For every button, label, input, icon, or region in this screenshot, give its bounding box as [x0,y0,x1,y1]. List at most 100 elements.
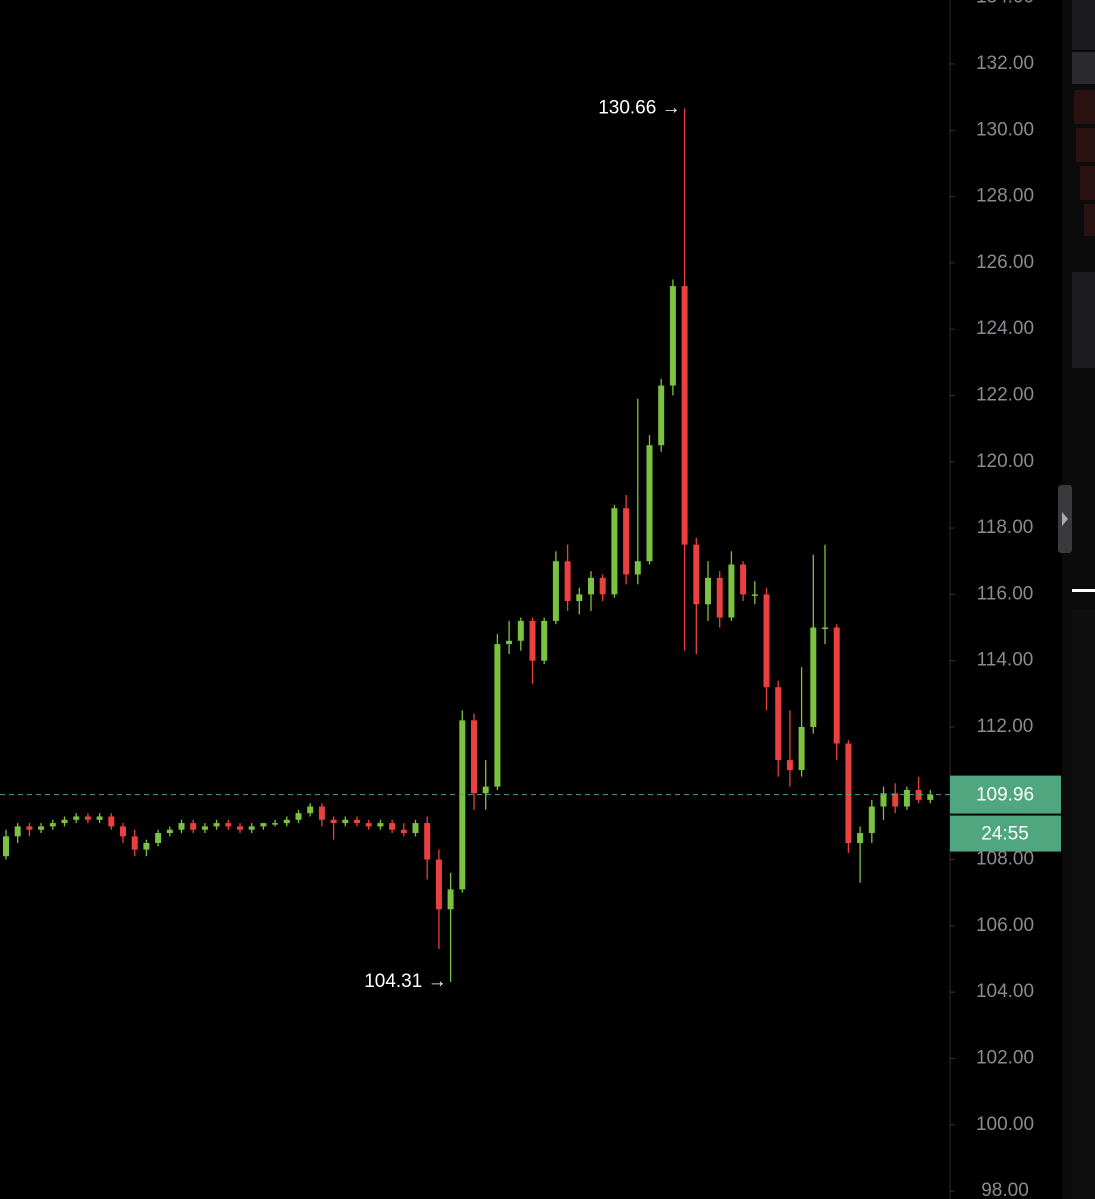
candle-body [248,826,255,830]
candle-body [49,823,56,827]
candle-body [318,806,325,820]
candle-body [307,806,314,814]
candle-body [272,823,279,825]
candle-body [798,726,805,771]
candle-body [529,620,536,661]
candle-body [541,620,548,661]
y-tick-label: 134.00 [976,0,1034,8]
sidebar-panel [1072,52,1095,84]
candle-body [120,826,126,837]
candle-body [506,640,513,645]
y-tick-label: 132.00 [976,53,1034,74]
candle-body [751,594,758,596]
candle-body [857,833,864,843]
y-tick-label: 114.00 [977,650,1034,671]
last-price-box [950,775,1061,814]
candle-body [728,564,735,618]
candle-body [354,819,360,824]
candle-body [482,786,489,794]
last-price-label: 109.96 [976,785,1034,806]
candle-body [763,594,770,688]
candle-body [471,720,477,794]
candle-body [927,794,934,800]
candle-body [845,743,852,843]
candle-body [611,508,618,595]
candle-body [389,823,396,830]
sidebar-cell [1076,128,1095,162]
candle-body [84,816,91,820]
countdown: 24:55 [981,824,1029,845]
candle-body [330,819,337,824]
y-tick-label: 128.00 [976,186,1034,207]
low-marker: 104.31 → [364,971,446,992]
candle-body [517,620,524,641]
y-tick-label: 122.00 [976,384,1034,405]
sidebar-panel [1072,272,1095,368]
candle-body [552,561,559,621]
sidebar-cell [1074,90,1095,124]
sidebar-marker [1072,589,1095,592]
candle-body [38,826,45,830]
candle-body [903,789,910,807]
candle-body [108,816,115,827]
candle-body [775,687,782,761]
y-tick-label: 124.00 [976,318,1034,339]
candle-body [155,833,162,843]
candle-body [225,823,232,827]
candle-body [377,823,384,827]
sidebar-panel [1072,0,1095,50]
y-tick-label: 116.00 [977,583,1034,604]
candle-body [96,816,103,820]
candle-body [459,720,466,890]
candle-body [143,842,150,850]
candle-body [424,823,431,860]
y-tick-label: 108.00 [976,849,1034,870]
sidebar-panel [1072,610,1095,1199]
candle-body [681,286,688,545]
y-tick-label: 130.00 [976,119,1034,140]
candle-body [190,823,197,830]
y-tick-label: 100.00 [976,1114,1034,1135]
y-tick-label: 102.00 [976,1047,1034,1068]
candle-body [260,823,267,827]
candle-body [786,760,793,771]
candle-body [880,793,887,807]
candle-body [892,793,899,807]
candle-body [740,564,747,595]
candle-body [588,577,594,595]
y-tick-label: 118.00 [977,517,1034,538]
candle-body [494,644,501,787]
candle-body [26,826,33,830]
collapse-arrow [1062,512,1068,526]
candle-body [576,594,583,601]
candle-body [646,445,653,562]
candle-body [810,627,817,727]
candle-body [201,826,208,830]
y-tick-label: 126.00 [976,252,1034,273]
candle-body [716,577,723,618]
candle-body [564,561,571,601]
candle-body [61,819,68,824]
candle-body [693,544,700,605]
candle-body [669,286,676,386]
candle-body [295,813,302,820]
candle-body [833,627,840,744]
candle-body [237,826,243,830]
candle-body [868,806,875,834]
candle-body [131,836,138,850]
candle-body [3,836,9,857]
candle-body [342,819,349,824]
candle-body [73,816,80,820]
candle-body [634,561,641,575]
candle-body [365,823,372,827]
sidebar-cell [1080,166,1095,200]
candle-body [705,577,711,605]
sidebar-cell [1084,204,1095,236]
countdown-box [950,815,1061,852]
candle-body [400,829,407,834]
candle-body [283,819,290,824]
y-tick-label: 98.00 [981,1180,1029,1199]
